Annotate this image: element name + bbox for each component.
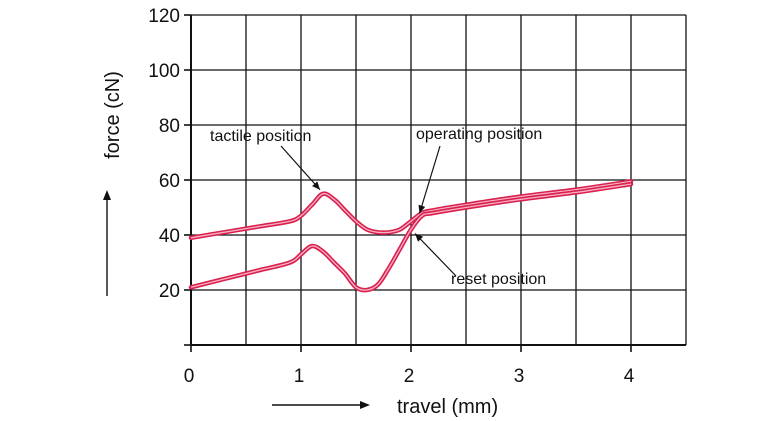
tick-labels: 0 1 2 3 4 20 40 60 80 100 120 [148, 6, 634, 387]
x-axis-label: travel (mm) [397, 396, 498, 418]
annotation-leader [418, 145, 441, 214]
y-axis-label: force (cN) [102, 71, 124, 159]
y-axis-arrow [103, 190, 111, 296]
y-tick-label: 80 [159, 116, 180, 137]
annotation-text: reset position [451, 271, 546, 288]
annotation: tactile position [210, 128, 321, 191]
y-tick-label: 20 [159, 281, 180, 302]
y-tick-label: 100 [148, 61, 180, 82]
x-tick-label: 1 [294, 366, 305, 387]
x-tick-label: 3 [514, 366, 525, 387]
x-tick-label: 4 [624, 366, 635, 387]
series-line-highlight [190, 180, 632, 239]
axes [184, 14, 686, 352]
series-2 [188, 181, 634, 293]
annotation-leader [414, 233, 457, 277]
annotation-arrowhead [312, 181, 320, 190]
annotation-text: operating position [416, 126, 542, 143]
y-tick-label: 60 [159, 171, 180, 192]
annotation-leader [280, 145, 321, 191]
series-1 [188, 179, 634, 241]
annotation-text: tactile position [210, 128, 311, 145]
x-tick-label: 2 [404, 366, 415, 387]
x-axis-arrow [272, 401, 370, 409]
grid [190, 14, 687, 346]
x-tick-label: 0 [184, 366, 195, 387]
series-layer [188, 179, 634, 293]
annotation-arrowhead [415, 233, 424, 242]
annotation: reset position [414, 233, 546, 288]
annotation: operating position [416, 126, 542, 214]
series-line-highlight [190, 183, 632, 291]
annotation-arrowhead [418, 204, 426, 214]
y-tick-label: 120 [148, 6, 180, 27]
y-tick-label: 40 [159, 226, 180, 247]
annotations: tactile position operating position reset … [210, 126, 546, 288]
